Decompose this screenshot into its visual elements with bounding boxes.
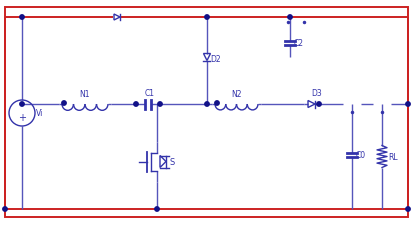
Circle shape [62,101,66,106]
Text: RL: RL [387,152,396,161]
Text: Vi: Vi [36,109,43,118]
Circle shape [204,102,209,107]
Circle shape [214,101,218,106]
Text: S: S [170,157,175,166]
Text: D2: D2 [209,55,220,64]
Circle shape [133,102,138,107]
Circle shape [287,16,292,20]
Circle shape [405,207,409,211]
Circle shape [157,102,162,107]
Text: D3: D3 [311,89,322,98]
Text: N1: N1 [80,90,90,99]
Text: N2: N2 [231,90,241,99]
Circle shape [405,102,409,107]
Text: C2: C2 [293,39,303,48]
Text: C1: C1 [145,89,154,98]
Text: C0: C0 [355,150,365,159]
Circle shape [20,102,24,107]
Text: +: + [18,112,26,122]
Circle shape [3,207,7,211]
Circle shape [204,16,209,20]
Circle shape [20,16,24,20]
Circle shape [154,207,159,211]
Circle shape [316,102,320,107]
